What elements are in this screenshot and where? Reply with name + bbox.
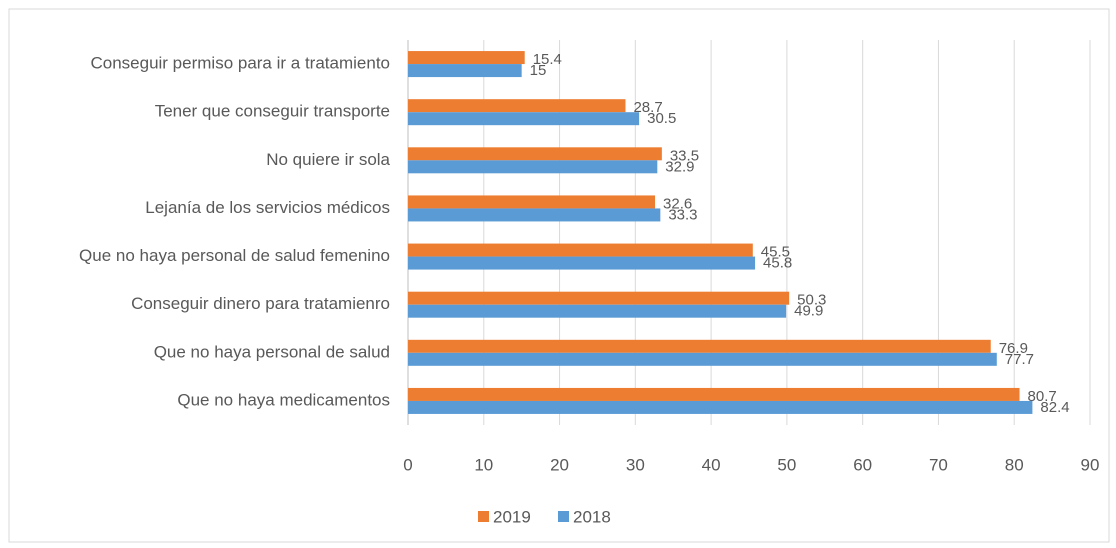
data-label: 33.5 [670, 147, 699, 164]
x-tick-label: 50 [777, 455, 796, 474]
bar [408, 339, 991, 353]
bar [408, 208, 661, 222]
data-label: 15 [530, 62, 547, 79]
category-label: Tener que conseguir transporte [155, 102, 390, 121]
x-tick-label: 10 [474, 455, 493, 474]
category-label: Que no haya personal de salud femenino [79, 246, 390, 265]
data-label: 77.7 [1005, 351, 1034, 368]
bar [408, 256, 756, 270]
category-label: Conseguir permiso para ir a tratamiento [90, 54, 390, 73]
data-label: 30.5 [647, 110, 676, 127]
bar [408, 352, 997, 366]
x-tick-label: 20 [550, 455, 569, 474]
legend-label: 2018 [573, 507, 611, 526]
x-tick-label: 70 [929, 455, 948, 474]
x-tick-label: 90 [1081, 455, 1100, 474]
bar [408, 195, 656, 209]
category-label: Que no haya personal de salud [154, 342, 390, 361]
data-label: 49.9 [794, 303, 823, 320]
data-label: 33.3 [668, 206, 697, 223]
x-tick-label: 0 [403, 455, 412, 474]
category-label: No quiere ir sola [266, 150, 390, 169]
data-label: 28.7 [633, 99, 662, 116]
x-tick-label: 40 [702, 455, 721, 474]
chart-frame [8, 8, 1110, 543]
x-tick-label: 60 [853, 455, 872, 474]
bar [408, 147, 662, 161]
category-label: Lejanía de los servicios médicos [145, 198, 390, 217]
bar [408, 291, 790, 305]
data-label: 32.9 [665, 158, 694, 175]
category-label: Que no haya medicamentos [177, 390, 390, 409]
x-tick-label: 30 [626, 455, 645, 474]
bar [408, 112, 640, 126]
bar [408, 387, 1020, 401]
data-label: 45.5 [761, 244, 790, 261]
data-label: 82.4 [1040, 399, 1069, 416]
bar [408, 400, 1033, 414]
legend-swatch [558, 511, 569, 522]
bar [408, 99, 626, 113]
bar [408, 51, 525, 65]
data-label: 32.6 [663, 195, 692, 212]
bar [408, 243, 753, 257]
category-label: Conseguir dinero para tratamienro [131, 294, 390, 313]
data-label: 80.7 [1028, 388, 1057, 405]
x-tick-label: 80 [1005, 455, 1024, 474]
bar [408, 304, 787, 318]
legend-label: 2019 [493, 507, 531, 526]
data-label: 50.3 [797, 292, 826, 309]
data-label: 45.8 [763, 255, 792, 272]
data-label: 76.9 [999, 340, 1028, 357]
bar [408, 64, 522, 78]
legend-swatch [478, 511, 489, 522]
data-label: 15.4 [533, 51, 562, 68]
bar [408, 160, 658, 174]
